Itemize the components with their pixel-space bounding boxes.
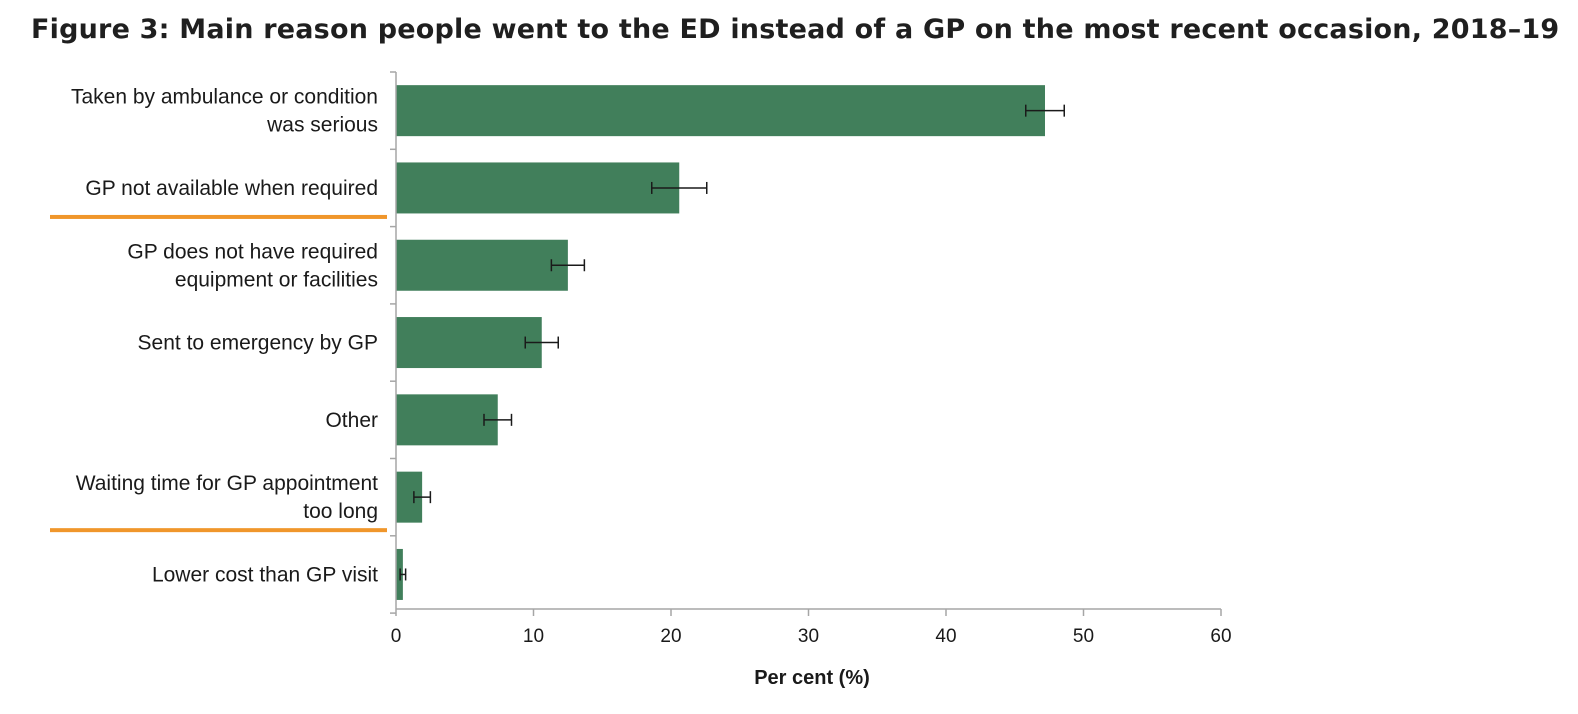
- chart-title: Figure 3: Main reason people went to the…: [31, 14, 1560, 45]
- x-tick-label: 60: [1210, 626, 1231, 647]
- category-label: Other: [325, 409, 378, 432]
- bar: [396, 317, 542, 369]
- category-label: Taken by ambulance or condition: [71, 86, 378, 109]
- category-label: GP not available when required: [85, 177, 378, 200]
- highlight-underlines: [50, 214, 387, 533]
- category-label: GP does not have required: [127, 240, 378, 263]
- x-tick-label: 40: [935, 626, 956, 647]
- x-tick-label: 10: [523, 626, 544, 647]
- bars: [396, 85, 1045, 600]
- bar: [396, 394, 498, 446]
- x-tick-label: 0: [391, 626, 402, 647]
- x-tick-label: 30: [798, 626, 819, 647]
- category-label: was serious: [266, 114, 378, 137]
- bar: [396, 162, 680, 214]
- category-label: Sent to emergency by GP: [138, 332, 378, 355]
- category-label: too long: [303, 500, 378, 523]
- x-tick-label: 20: [660, 626, 681, 647]
- x-axis-title: Per cent (%): [754, 667, 870, 689]
- category-labels: Taken by ambulance or condition was serio…: [71, 86, 378, 587]
- category-label: Lower cost than GP visit: [152, 563, 378, 586]
- bar: [396, 85, 1045, 137]
- highlight-underline: [50, 528, 387, 533]
- x-tick-labels: 0 10 20 30 40 50 60: [391, 626, 1232, 647]
- axes: [390, 71, 1222, 616]
- x-tick-label: 50: [1073, 626, 1094, 647]
- highlight-underline: [50, 214, 387, 219]
- error-bars: [399, 104, 1065, 581]
- category-label: equipment or facilities: [175, 268, 378, 291]
- bar: [396, 239, 568, 291]
- category-label: Waiting time for GP appointment: [76, 472, 378, 495]
